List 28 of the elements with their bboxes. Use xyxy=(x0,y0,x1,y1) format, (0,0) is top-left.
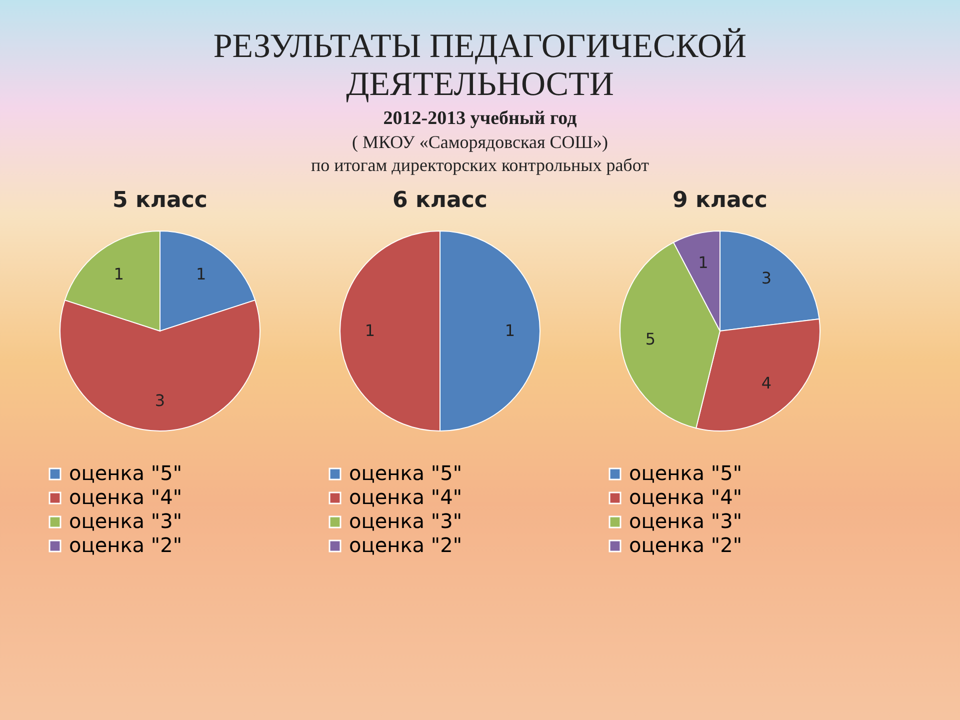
legend-label: оценка "5" xyxy=(69,461,182,485)
legend-label: оценка "2" xyxy=(69,533,182,557)
legend-label: оценка "5" xyxy=(629,461,742,485)
legend-label: оценка "5" xyxy=(349,461,462,485)
text: ( МКОУ «Саморядовская СОШ») xyxy=(351,132,609,153)
chart-title: 5 класс xyxy=(112,188,208,213)
legend-label: оценка "3" xyxy=(69,509,182,533)
legend-label: оценка "2" xyxy=(349,533,462,557)
chart-title: 6 класс xyxy=(392,188,488,213)
data-label: 1 xyxy=(698,253,708,272)
data-label: 1 xyxy=(196,264,206,284)
legend-label: оценка "4" xyxy=(629,485,742,509)
legend-label: оценка "3" xyxy=(629,509,742,533)
legend-label: оценка "3" xyxy=(349,509,462,533)
data-label: 1 xyxy=(114,264,124,284)
legend-label: оценка "2" xyxy=(629,533,742,557)
data-label: 1 xyxy=(504,321,516,340)
legend-label: оценка "4" xyxy=(349,485,462,509)
text: РЕЗУЛЬТАТЫ ПЕДАГОГИЧЕСКОЙ ДЕЯТЕЛЬНОСТИ xyxy=(212,28,748,104)
data-label: 1 xyxy=(364,321,376,340)
data-label: 5 xyxy=(645,329,656,348)
chart-title: 9 класс xyxy=(672,188,768,213)
data-label: 3 xyxy=(154,391,166,410)
text: по итогам директорских контрольных работ xyxy=(310,155,650,176)
data-label: 3 xyxy=(761,268,772,288)
data-label: 4 xyxy=(761,373,772,392)
text: 2012-2013 учебный год xyxy=(382,108,578,130)
legend-label: оценка "4" xyxy=(69,485,182,509)
